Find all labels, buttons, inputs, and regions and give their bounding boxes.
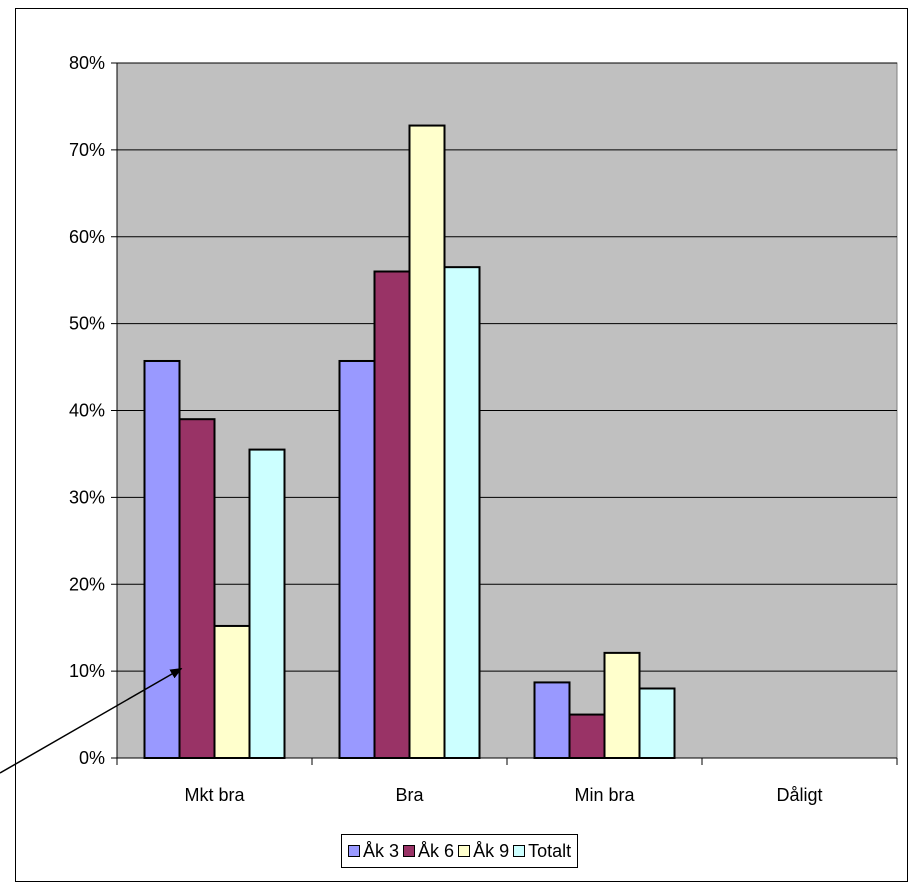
y-tick-label: 10% <box>69 661 105 681</box>
bar <box>213 624 251 760</box>
y-tick-label: 80% <box>69 53 105 73</box>
bar <box>533 681 571 760</box>
legend-label: Åk 3 <box>363 840 400 861</box>
legend-item: Åk 3 <box>348 841 399 862</box>
chart-legend: Åk 3 Åk 6 Åk 9 Totalt <box>341 834 579 868</box>
legend-swatch <box>348 845 360 857</box>
y-tick-label: 50% <box>69 314 105 334</box>
legend-item: Åk 9 <box>458 841 509 862</box>
bar <box>373 270 411 759</box>
x-tick-label: Bra <box>395 785 424 805</box>
y-tick-label: 0% <box>79 748 105 768</box>
legend-item: Totalt <box>513 841 571 862</box>
y-tick-label: 40% <box>69 401 105 421</box>
bar <box>248 448 286 759</box>
y-tick-label: 30% <box>69 487 105 507</box>
y-tick-label: 70% <box>69 140 105 160</box>
x-tick-label: Dåligt <box>776 785 822 805</box>
legend-label: Totalt <box>528 840 572 861</box>
y-tick-label: 60% <box>69 227 105 247</box>
bar <box>143 359 181 759</box>
bar <box>178 418 216 759</box>
y-tick-label: 20% <box>69 574 105 594</box>
legend-swatch <box>403 845 416 857</box>
x-tick-label: Min bra <box>574 785 635 805</box>
legend-label: Åk 6 <box>418 840 455 861</box>
legend-swatch <box>458 845 471 857</box>
x-tick-label: Mkt bra <box>184 785 245 805</box>
bar <box>408 124 446 760</box>
bar <box>568 713 606 759</box>
annotation-arrow <box>0 667 183 774</box>
legend-label: Åk 9 <box>473 840 510 861</box>
bar <box>603 651 641 759</box>
legend-item: Åk 6 <box>403 841 454 862</box>
bar <box>443 266 481 759</box>
bar <box>638 687 676 759</box>
legend-swatch <box>513 845 526 857</box>
bar <box>338 359 376 759</box>
